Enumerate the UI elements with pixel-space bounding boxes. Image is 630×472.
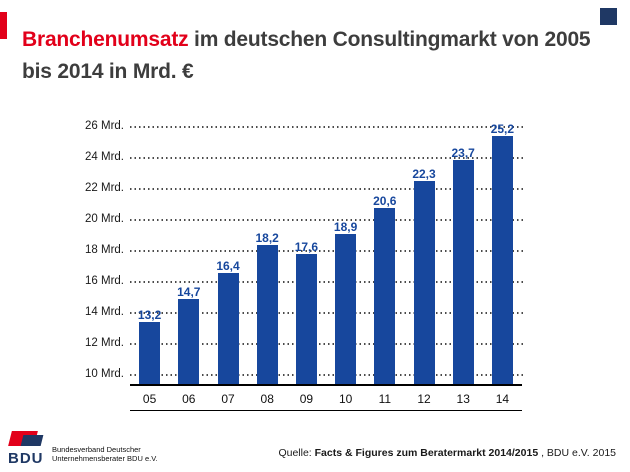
bar-07 [217, 272, 239, 384]
gridline [130, 312, 524, 314]
gridline [130, 281, 524, 283]
bdu-logo-mark: BDU [8, 431, 46, 467]
gridline [130, 219, 524, 221]
bar-value-label: 22,3 [412, 167, 436, 182]
bar-11 [374, 207, 396, 384]
bar-chart: 26 Mrd. 24 Mrd. 22 Mrd. 20 Mrd. 18 Mrd. 16 Mr… [85, 120, 525, 414]
corner-square [600, 8, 617, 25]
title-highlight: Branchenumsatz [22, 28, 189, 51]
bar-value-label: 14,7 [177, 285, 201, 300]
x-axis-label: 07 [221, 392, 235, 406]
y-axis-label: 10 Mrd. [85, 368, 124, 380]
bar-value-label: 18,2 [255, 230, 279, 245]
x-axis-label: 06 [182, 392, 196, 406]
source-bold: Facts & Figures zum Beratermarkt 2014/20… [314, 447, 539, 459]
bar-13 [452, 159, 474, 384]
bar-value-label: 13,2 [137, 308, 162, 323]
logo-blue-shape [20, 435, 44, 446]
gridline [130, 250, 524, 252]
gridline [130, 343, 524, 345]
y-axis-label: 14 Mrd. [85, 306, 124, 318]
page-title: Branchenumsatz im deutschen Consultingma… [22, 24, 600, 87]
y-axis-label: 18 Mrd. [85, 244, 124, 256]
bar-09 [295, 254, 317, 384]
x-axis-label: 12 [417, 392, 431, 406]
bdu-logo: BDU Bundesverband Deutscher Unternehmens… [8, 431, 158, 467]
y-axis-label: 12 Mrd. [85, 337, 124, 349]
bar-value-label: 17,6 [294, 240, 319, 255]
red-accent-bar [0, 12, 7, 39]
bar-12 [413, 181, 435, 384]
x-axis-label: 09 [299, 392, 314, 406]
bar-value-label: 20,6 [373, 193, 397, 208]
bar-06 [178, 299, 200, 384]
bar-05 [139, 322, 161, 384]
bar-value-label: 16,4 [216, 258, 240, 273]
source-citation: Quelle: Facts & Figures zum Beratermarkt… [278, 447, 616, 459]
bar-10 [335, 234, 357, 384]
x-axis-label: 13 [456, 392, 470, 406]
x-axis-label: 11 [378, 392, 392, 406]
y-axis-label: 26 Mrd. [85, 120, 124, 132]
y-axis-label: 24 Mrd. [85, 151, 124, 163]
x-axis-label: 08 [260, 392, 274, 406]
gridline [130, 126, 524, 128]
org-name-line2: Unternehmensberater BDU e.V. [52, 454, 158, 464]
gridline [130, 188, 524, 190]
x-axis-label: 14 [495, 392, 510, 406]
bar-value-label: 18,9 [333, 220, 358, 235]
bar-14 [491, 136, 513, 384]
y-axis-label: 20 Mrd. [85, 213, 124, 225]
bar-value-label: 25,2 [490, 122, 515, 137]
x-axis: 05 06 07 08 09 10 11 12 13 14 [130, 388, 522, 411]
bar-08 [256, 244, 278, 384]
chart-plot-area: 26 Mrd. 24 Mrd. 22 Mrd. 20 Mrd. 18 Mrd. 16 Mr… [85, 120, 524, 386]
x-axis-label: 05 [142, 392, 157, 406]
source-suffix: , BDU e.V. 2015 [538, 447, 616, 459]
y-axis-label: 16 Mrd. [85, 275, 124, 287]
org-name: Bundesverband Deutscher Unternehmensbera… [52, 445, 158, 468]
bar-value-label: 23,7 [451, 145, 475, 160]
x-axis-label: 10 [338, 392, 353, 406]
y-axis-label: 22 Mrd. [85, 182, 124, 194]
source-prefix: Quelle: [278, 447, 315, 459]
logo-bdu-text: BDU [8, 450, 44, 467]
org-name-line1: Bundesverband Deutscher [52, 444, 141, 454]
title-rest: im deutschen Consultingmarkt von 2005 bi… [22, 28, 591, 83]
gridline [130, 157, 524, 159]
gridline [130, 374, 524, 376]
